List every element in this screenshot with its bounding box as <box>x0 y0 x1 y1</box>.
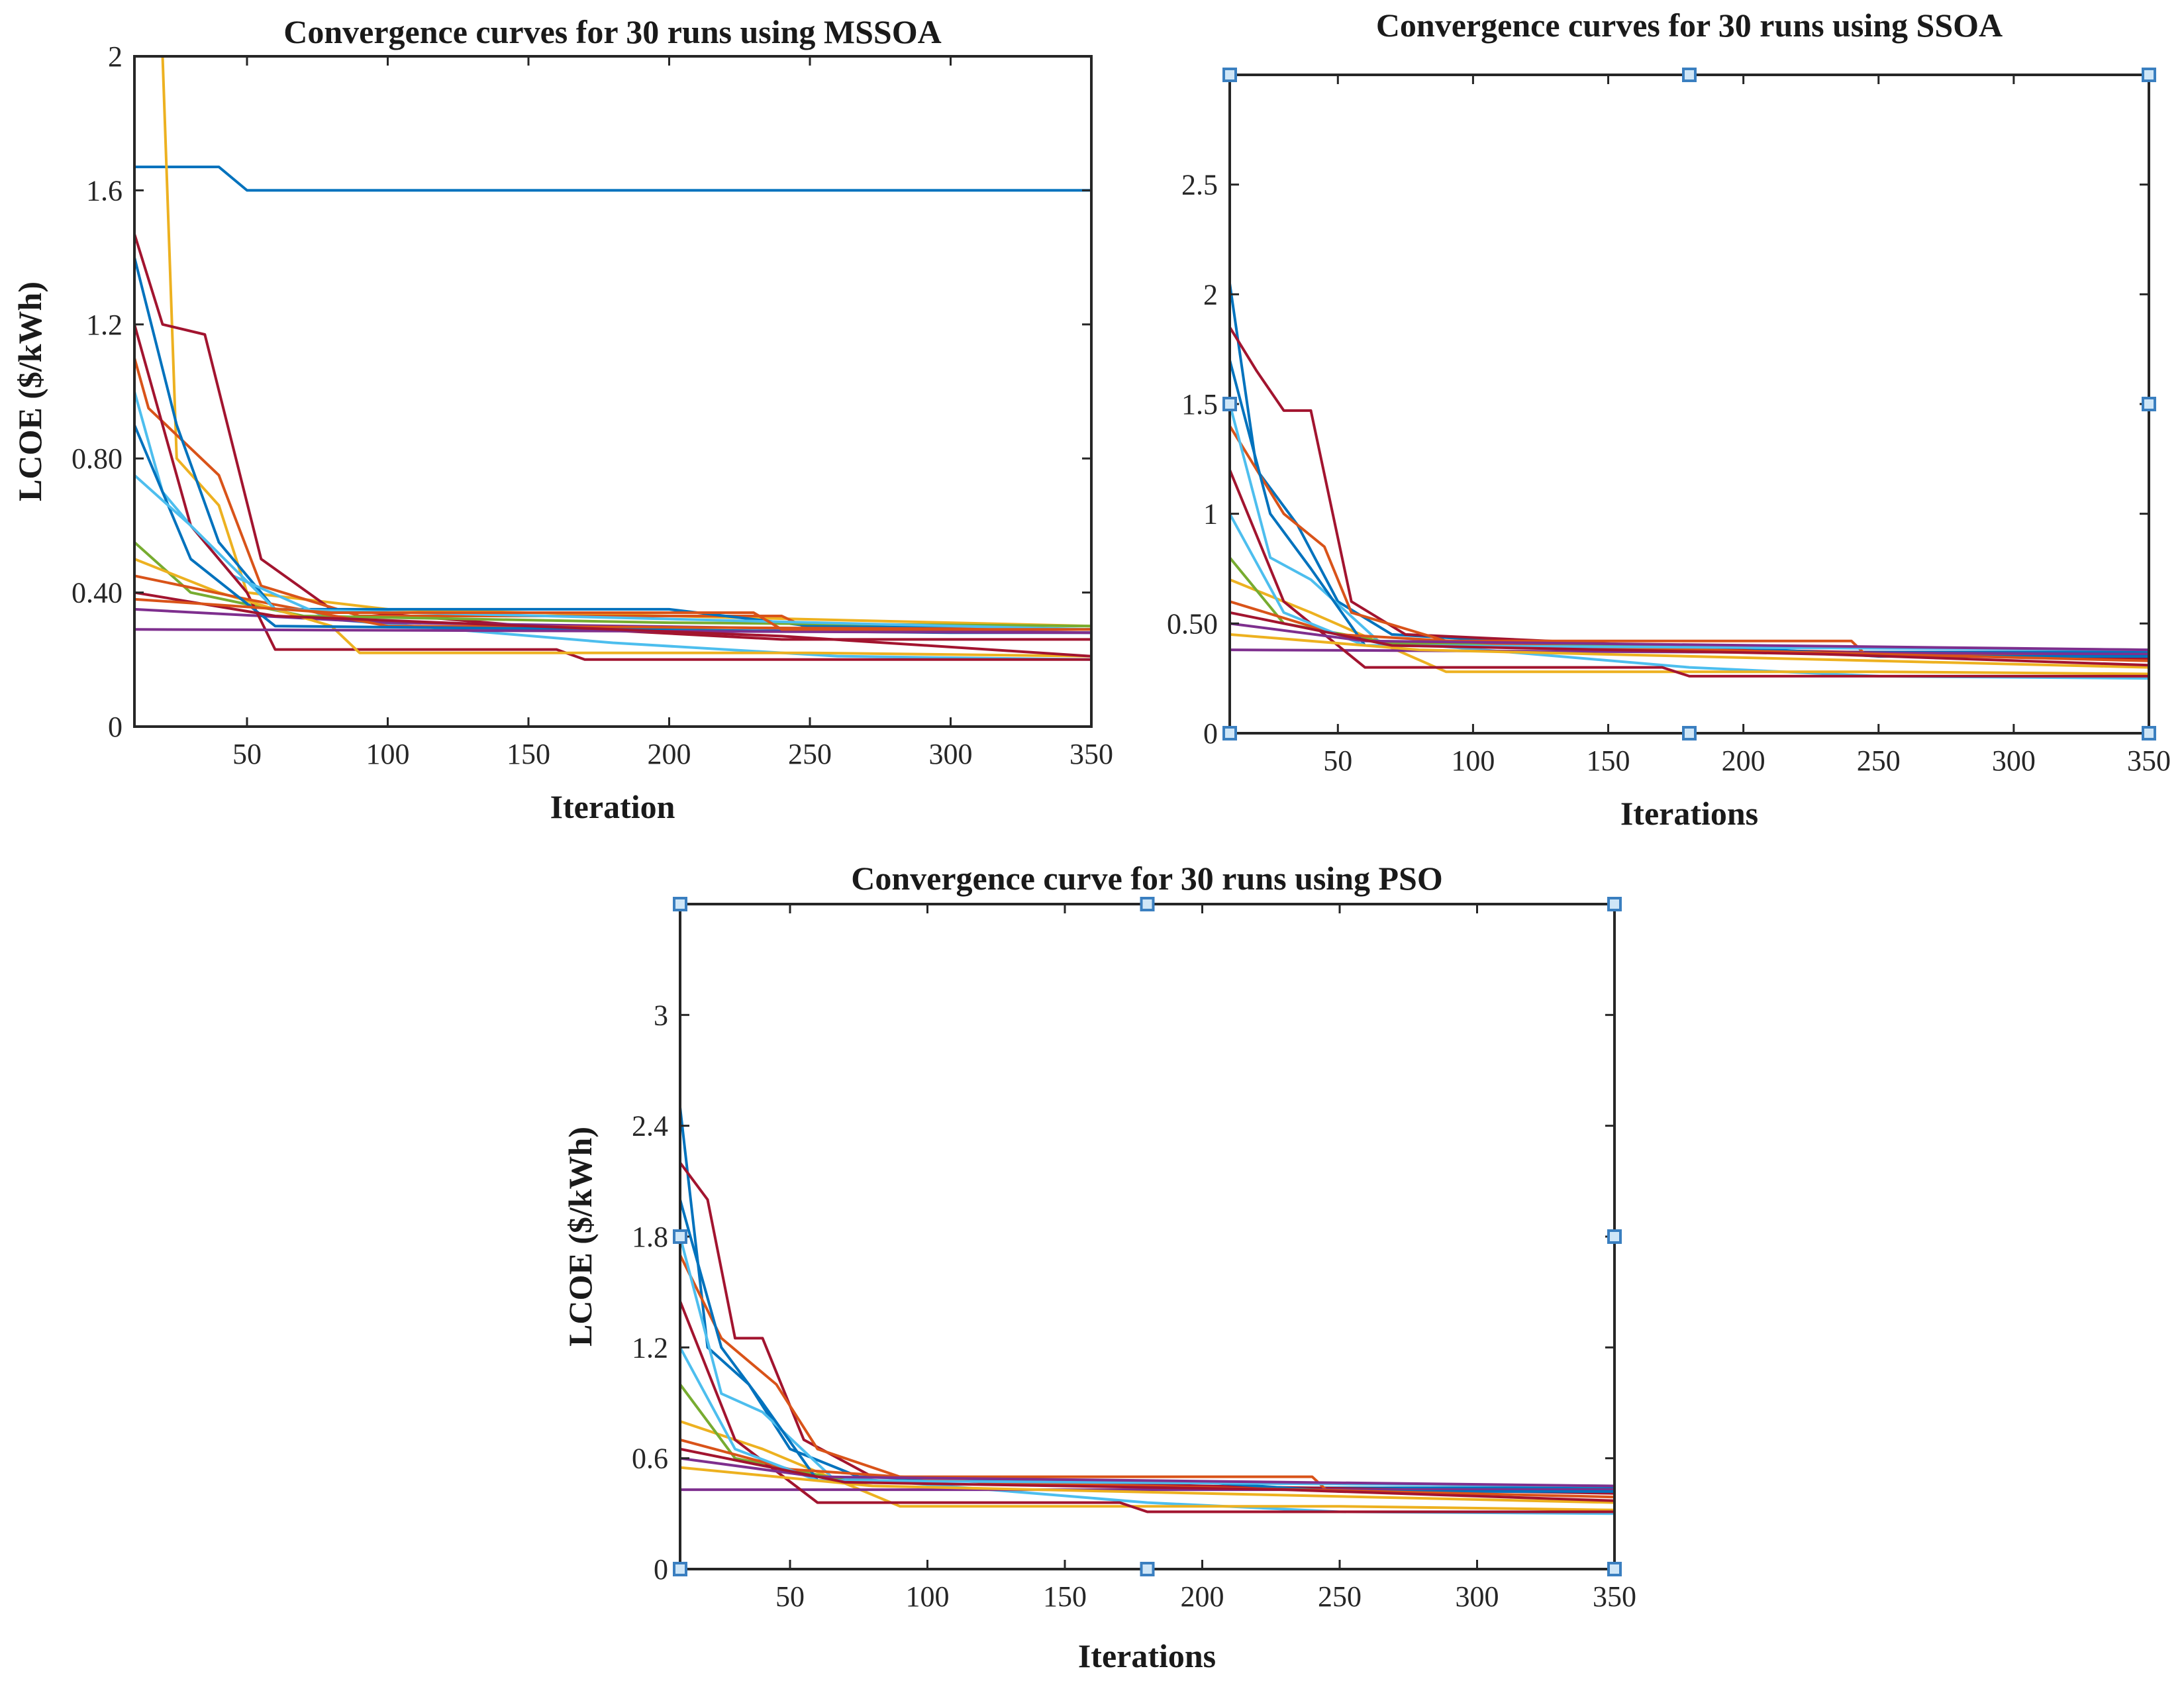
x-tick-label: 50 <box>775 1580 805 1613</box>
series-line <box>1230 469 2149 678</box>
series-line <box>134 628 1091 635</box>
series-line <box>680 1347 1614 1488</box>
series-line <box>680 1254 1614 1492</box>
series-line <box>134 233 1091 641</box>
selection-handle[interactable] <box>1607 1562 1622 1576</box>
series-line <box>134 424 1091 635</box>
y-tick-label: 0.40 <box>72 577 123 609</box>
y-tick-label: 0.50 <box>1167 607 1218 640</box>
x-tick-label: 100 <box>366 738 410 770</box>
y-tick-label: 1.2 <box>86 309 123 341</box>
selection-handle[interactable] <box>1607 1229 1622 1244</box>
y-tick-label: 2 <box>108 40 123 73</box>
series-line <box>680 1162 1614 1495</box>
x-tick-label: 150 <box>507 738 550 770</box>
y-tick-label: 0 <box>654 1553 668 1586</box>
x-tick-label: 300 <box>1992 744 2036 777</box>
selection-handle[interactable] <box>2142 397 2156 411</box>
selection-handle[interactable] <box>1140 897 1155 911</box>
series-line <box>680 1300 1614 1513</box>
y-tick-label: 0 <box>1203 717 1218 750</box>
series-line <box>1230 513 2149 652</box>
series-group <box>1230 283 2149 680</box>
chart-panel-ssoa: Convergence curves for 30 runs using SSO… <box>1167 7 2171 832</box>
x-tick-label: 300 <box>1456 1580 1499 1613</box>
x-tick-label: 150 <box>1587 744 1630 777</box>
x-tick-label: 200 <box>648 738 691 770</box>
x-axis-label: Iterations <box>1078 1637 1216 1674</box>
x-tick-label: 250 <box>1318 1580 1362 1613</box>
chart-panel-pso: Convergence curve for 30 runs using PSO … <box>562 860 1636 1674</box>
selection-handle[interactable] <box>1222 726 1237 740</box>
selection-handle[interactable] <box>673 1562 687 1576</box>
plot-frame <box>133 55 1093 728</box>
series-line <box>1230 283 2149 654</box>
series-line <box>134 391 1091 661</box>
plot-frame <box>1228 74 2150 735</box>
x-tick-label: 200 <box>1181 1580 1224 1613</box>
x-tick-label: 50 <box>232 738 262 770</box>
selection-handle[interactable] <box>1222 68 1237 82</box>
x-tick-label: 50 <box>1323 744 1352 777</box>
x-tick-label: 350 <box>2127 744 2171 777</box>
series-line <box>134 591 1091 658</box>
selection-handle[interactable] <box>1682 68 1697 82</box>
y-tick-label: 0.6 <box>632 1443 668 1475</box>
series-group <box>680 1107 1614 1515</box>
x-axis-label: Iteration <box>550 788 675 825</box>
x-tick-label: 250 <box>788 738 832 770</box>
chart-title: Convergence curves for 30 runs using SSO… <box>1376 7 2003 44</box>
y-tick-label: 1.5 <box>1181 388 1218 421</box>
x-axis-label: Iterations <box>1620 795 1758 832</box>
series-line <box>680 1107 1614 1490</box>
y-tick-label: 1.2 <box>632 1331 668 1364</box>
y-tick-label: 2.5 <box>1181 169 1218 201</box>
series-line <box>134 357 1091 631</box>
series-line <box>134 56 1091 628</box>
y-tick-label: 3 <box>654 999 668 1031</box>
x-tick-label: 350 <box>1593 1580 1636 1613</box>
y-axis-label: LCOE ($/kWh) <box>562 1127 599 1347</box>
selection-handle[interactable] <box>2142 68 2156 82</box>
y-tick-label: 0 <box>108 711 123 743</box>
y-tick-label: 1.6 <box>86 174 123 207</box>
y-tick-label: 1.8 <box>632 1221 668 1253</box>
series-line <box>680 1466 1614 1504</box>
series-line <box>134 257 1091 631</box>
plot-frame <box>679 903 1616 1570</box>
y-axis-label: LCOE ($/kWh) <box>11 281 48 501</box>
selection-handle[interactable] <box>1222 397 1237 411</box>
series-line <box>134 474 1091 631</box>
selection-handle[interactable] <box>1607 897 1622 911</box>
y-tick-label: 1 <box>1203 498 1218 531</box>
series-line <box>1230 633 2149 669</box>
series-line <box>1230 600 2149 662</box>
x-tick-label: 300 <box>929 738 973 770</box>
selection-handle[interactable] <box>673 897 687 911</box>
chart-title: Convergence curves for 30 runs using MSS… <box>283 13 942 50</box>
x-tick-label: 250 <box>1857 744 1901 777</box>
series-line <box>1230 326 2149 660</box>
series-line <box>134 558 1091 658</box>
x-tick-label: 100 <box>906 1580 950 1613</box>
x-tick-label: 150 <box>1043 1580 1087 1613</box>
selection-handle[interactable] <box>2142 726 2156 740</box>
y-tick-label: 2 <box>1203 278 1218 311</box>
series-line <box>134 597 1091 631</box>
selection-handle[interactable] <box>673 1229 687 1244</box>
series-line <box>134 166 1091 192</box>
chart-panel-mssoa: Convergence curves for 30 runs using MSS… <box>11 13 1113 825</box>
x-tick-label: 100 <box>1451 744 1495 777</box>
series-line <box>1230 611 2149 667</box>
selection-handle[interactable] <box>1140 1562 1155 1576</box>
x-tick-label: 200 <box>1722 744 1765 777</box>
y-tick-label: 2.4 <box>632 1110 668 1143</box>
y-tick-label: 0.80 <box>72 442 123 475</box>
selection-handle[interactable] <box>1682 726 1697 740</box>
chart-title: Convergence curve for 30 runs using PSO <box>851 860 1442 897</box>
x-tick-label: 350 <box>1069 738 1113 770</box>
series-line <box>680 1447 1614 1502</box>
series-group <box>134 56 1091 661</box>
